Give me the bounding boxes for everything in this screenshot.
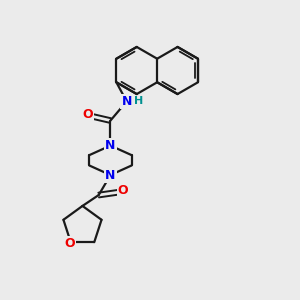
Text: H: H [134, 96, 144, 106]
Text: O: O [64, 237, 75, 250]
Text: N: N [105, 139, 116, 152]
Text: N: N [105, 169, 116, 182]
Text: O: O [118, 184, 128, 197]
Text: N: N [122, 95, 132, 108]
Text: O: O [82, 108, 93, 121]
